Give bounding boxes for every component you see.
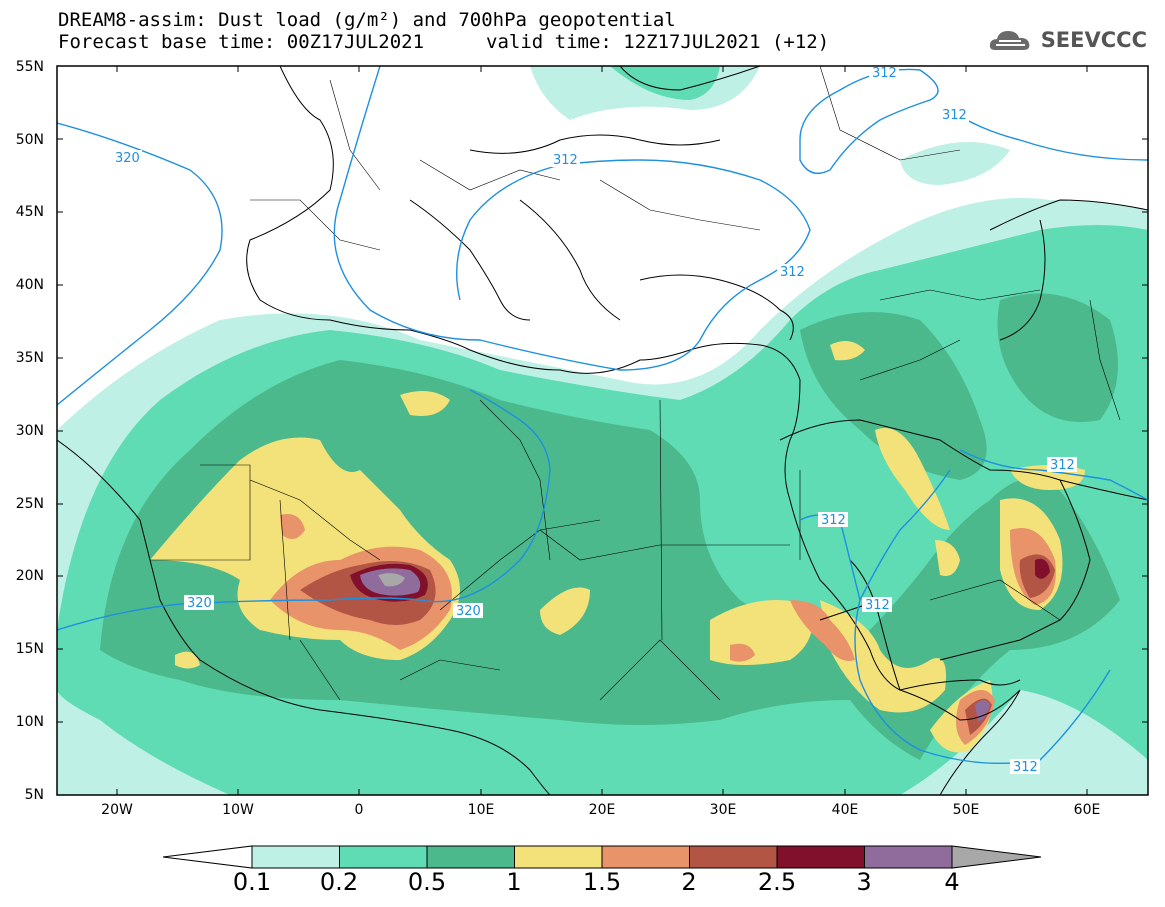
contour-label-312-top: 312 [869,66,899,81]
colorbar-box [776,845,865,869]
lon-label: 10E [468,802,495,818]
lon-label: 40E [832,802,859,818]
lon-label: 20E [589,802,616,818]
colorbar-label: 0.1 [232,868,272,896]
svg-text:320: 320 [115,151,140,166]
lat-label: 20N [16,568,44,584]
contour-320-south [57,389,551,631]
colorbar-box [251,845,340,869]
contour-label-312-eritrea: 312 [862,597,892,613]
contour-label-312-gulf: 312 [1047,457,1077,473]
svg-text:312: 312 [1050,458,1075,473]
svg-text:312: 312 [872,66,897,81]
contour-312-sudan [859,469,951,601]
lat-label: 10N [16,714,44,730]
colorbar-box [514,845,603,869]
colorbar-box [601,845,690,869]
colorbar-high-arrow [951,845,1042,869]
lon-label: 10W [222,802,254,818]
colorbar-box [339,845,428,869]
contour-label-312-ne: 312 [939,107,969,123]
colorbar-label: 2.5 [757,868,797,896]
latitude-axis: 55N 50N 45N 40N 35N 30N 25N 20N 15N 10N … [16,59,44,803]
contour-312-redsea [799,514,1111,765]
lon-label: 50E [953,802,980,818]
lat-label: 55N [16,59,44,75]
lon-label: 0 [355,802,364,818]
country-borders [150,66,1121,701]
colorbar-label: 3 [856,868,872,896]
lat-label: 35N [16,350,44,366]
colorbar-low-arrow [162,845,253,869]
contour-labels: 320 320 320 312 312 312 312 312 312 312 … [112,66,1077,775]
contour-label-312-egypt: 312 [818,512,848,528]
lat-label: 5N [25,787,44,803]
latitude-ticks [57,66,1148,795]
lat-label: 25N [16,496,44,512]
forecast-base-time: Forecast base time: 00Z17JUL2021 [58,31,425,53]
cloud-logo-icon [989,31,1030,50]
lat-label: 15N [16,641,44,657]
colorbar-box [689,845,778,869]
contour-312-arabia [959,449,1148,501]
lat-label: 45N [16,204,44,220]
contour-label-320-north: 320 [112,150,142,166]
contour-label-320-east: 320 [453,603,483,619]
colorbar-box [864,845,953,869]
valid-time: valid time: 12Z17JUL2021 (+12) [486,31,830,53]
dust-field-4 [378,573,405,587]
colorbar-label: 4 [944,868,960,896]
lon-label: 20W [101,802,133,818]
contour-312-east [799,68,939,174]
longitude-axis: 20W 10W 0 10E 20E 30E 40E 50E 60E [101,802,1100,818]
svg-text:320: 320 [187,596,212,611]
forecast-time-line: Forecast base time: 00Z17JUL2021 valid ti… [58,31,829,53]
svg-text:312: 312 [553,153,578,168]
lat-label: 40N [16,277,44,293]
lat-label: 30N [16,423,44,439]
svg-text:320: 320 [456,604,481,619]
svg-text:312: 312 [780,265,805,280]
coastlines [57,66,1148,795]
colorbar-box [426,845,515,869]
logo-text: SEEVCCC [1040,28,1147,52]
colorbar-boxes [251,845,953,869]
colorbar [162,845,1042,869]
contour-label-320-west: 320 [184,595,214,611]
svg-text:312: 312 [942,108,967,123]
contour-312-ne [949,109,1148,161]
lat-label: 50N [16,132,44,148]
colorbar-label: 1 [506,868,522,896]
lon-label: 60E [1074,802,1101,818]
map-title: DREAM8-assim: Dust load (g/m²) and 700hP… [58,9,676,31]
colorbar-label: 2 [681,868,697,896]
logo: SEEVCCC [987,26,1147,54]
colorbar-label: 0.5 [407,868,447,896]
contour-label-312-somalia: 312 [1010,759,1040,775]
colorbar-label: 0.2 [319,868,359,896]
svg-text:312: 312 [821,513,846,528]
svg-text:312: 312 [1013,760,1038,775]
contour-label-312-balkans: 312 [777,264,807,280]
map-plot-area: 320 320 320 312 312 312 312 312 312 312 … [57,66,1148,795]
svg-text:312: 312 [865,598,890,613]
colorbar-label: 1.5 [582,868,622,896]
contour-label-312-europe: 312 [550,152,580,168]
lon-label: 30E [710,802,737,818]
